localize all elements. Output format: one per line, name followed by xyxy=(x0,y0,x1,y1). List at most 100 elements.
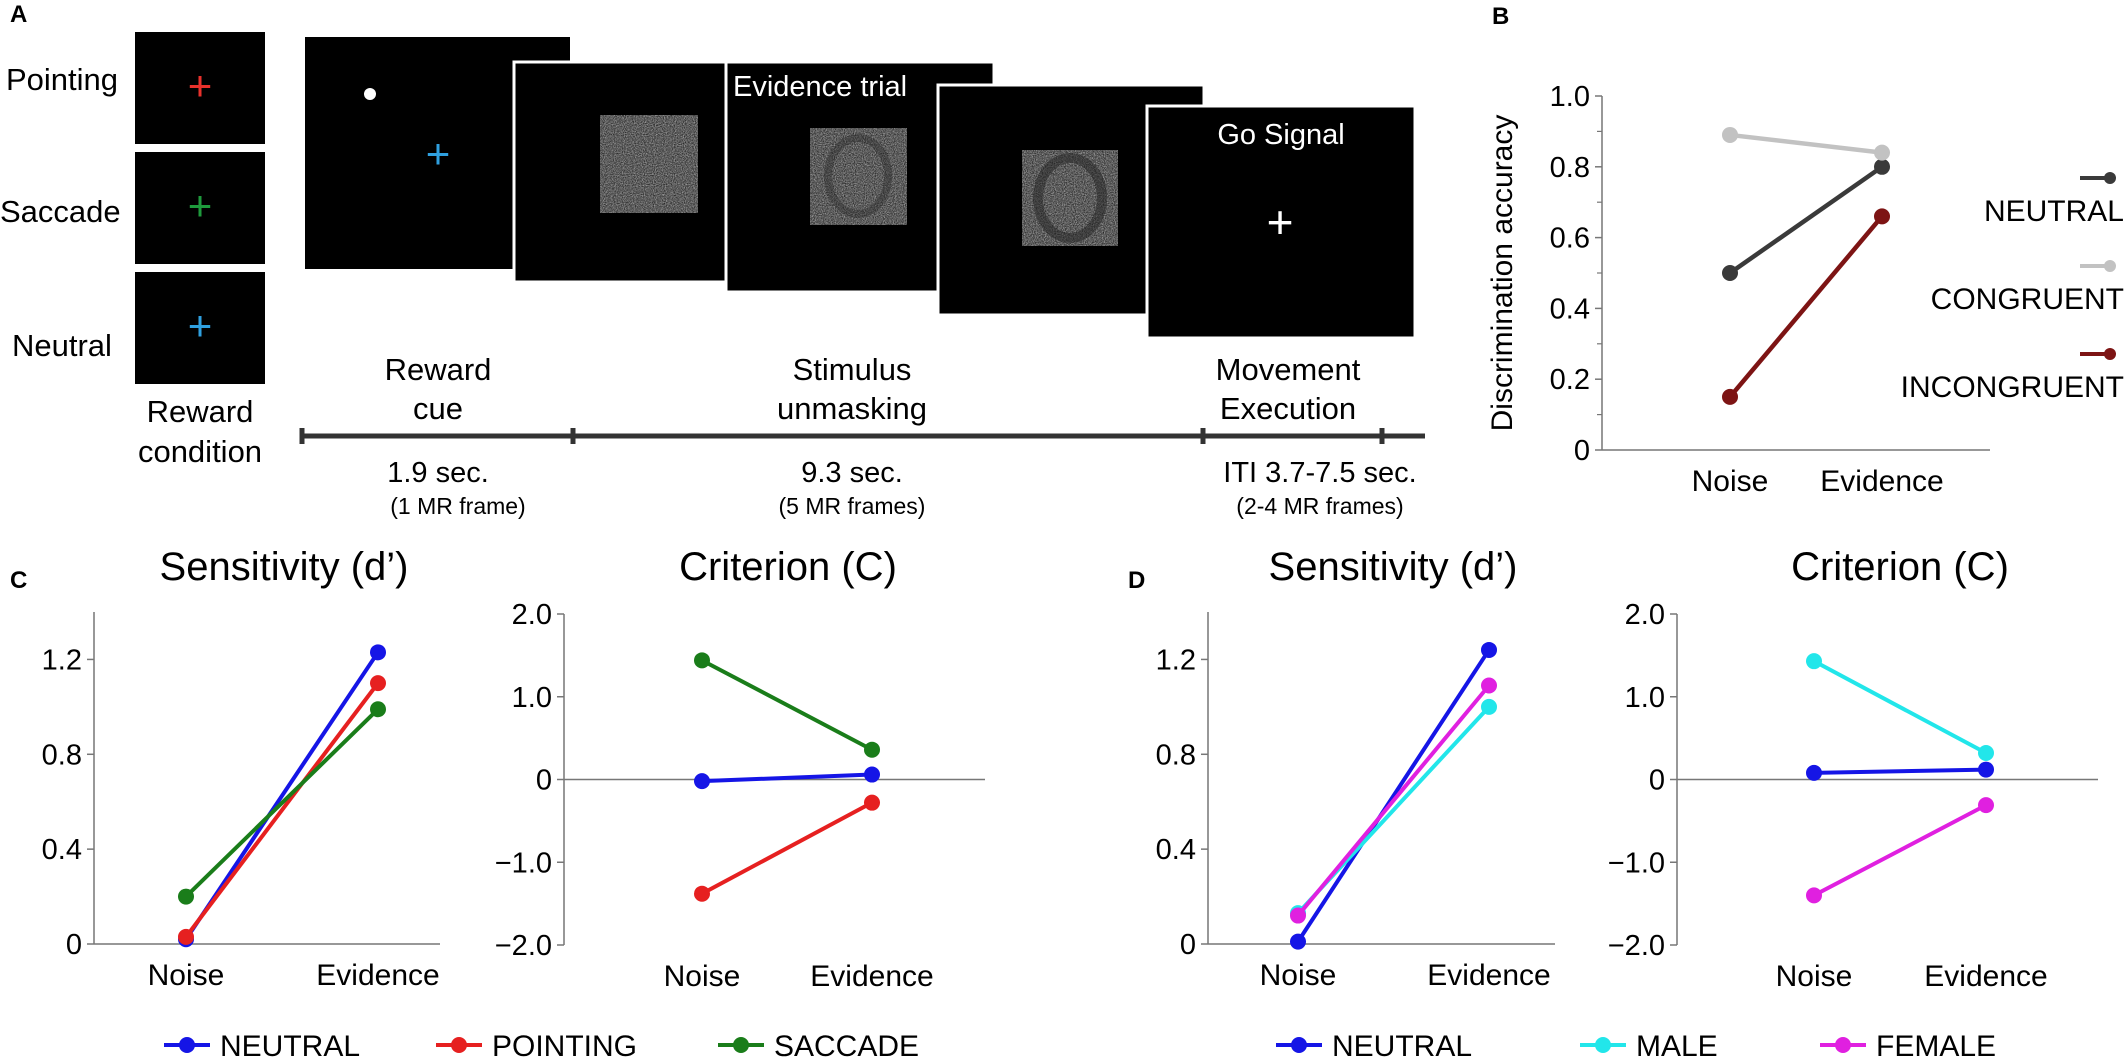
y-tick-label: 0 xyxy=(1180,929,1196,961)
y-axis-label: Discrimination accuracy xyxy=(1486,115,1519,432)
data-point-neutral xyxy=(864,766,880,783)
phase-title-stimulus-1: Stimulus xyxy=(793,352,912,387)
legend-label-neutral: NEUTRAL xyxy=(1984,195,2124,228)
y-tick-label: 1.2 xyxy=(1156,644,1196,676)
reward-cue-square-neutral xyxy=(135,272,265,384)
y-tick-label: 0.2 xyxy=(1550,364,1590,396)
y-tick-label: 0.4 xyxy=(1550,293,1590,325)
data-point-female xyxy=(1290,907,1306,924)
legend-label-congruent: CONGRUENT xyxy=(1931,283,2124,316)
data-point-incongruent xyxy=(1874,208,1890,225)
y-tick-label: −1.0 xyxy=(1608,847,1665,879)
data-point-neutral xyxy=(694,773,710,790)
data-point-congruent xyxy=(1722,126,1738,143)
x-tick-label: Noise xyxy=(1692,465,1769,498)
data-point-neutral xyxy=(1978,761,1994,778)
phase-frames-movement: (2-4 MR frames) xyxy=(1236,493,1403,519)
y-tick-label: 2.0 xyxy=(1625,599,1665,631)
data-point-pointing xyxy=(864,794,880,811)
series-line-female xyxy=(1296,684,1491,917)
condition-label-saccade: Saccade xyxy=(0,194,121,229)
reward-condition-label-line2: condition xyxy=(138,434,262,469)
series-line-saccade xyxy=(701,658,873,752)
condition-label-neutral: Neutral xyxy=(12,328,112,363)
phase-title-movement-1: Movement xyxy=(1216,352,1361,387)
face-hint-3 xyxy=(1033,153,1107,243)
chart-title: Sensitivity (d’) xyxy=(1269,545,1518,589)
x-tick-label: Noise xyxy=(1260,959,1337,992)
data-point-neutral xyxy=(1806,764,1822,781)
phase-duration-stimulus: 9.3 sec. xyxy=(801,457,903,489)
phase-title-stimulus-2: unmasking xyxy=(777,391,927,426)
fixation-dot xyxy=(364,88,376,100)
y-tick-label: 0.8 xyxy=(1156,739,1196,771)
legend-label-incongruent: INCONGRUENT xyxy=(1901,371,2124,404)
data-point-neutral xyxy=(1290,933,1306,950)
legend-marker-neutral xyxy=(1291,1037,1307,1053)
y-tick-label: −2.0 xyxy=(495,930,552,962)
y-tick-label: 0 xyxy=(66,929,82,961)
data-point-pointing xyxy=(694,885,710,902)
data-point-congruent xyxy=(1874,144,1890,161)
chart-title: Sensitivity (d’) xyxy=(160,545,409,589)
y-tick-label: 1.0 xyxy=(1625,682,1665,714)
chart-title: Criterion (C) xyxy=(1791,545,2009,589)
series-line-neutral xyxy=(1813,767,1987,775)
x-tick-label: Evidence xyxy=(1427,959,1550,992)
x-tick-label: Noise xyxy=(664,960,741,993)
phase-title-reward-1: Reward xyxy=(385,352,492,387)
y-tick-label: 0.8 xyxy=(42,739,82,771)
data-point-saccade xyxy=(370,701,386,718)
y-tick-label: 1.2 xyxy=(42,644,82,676)
data-point-female xyxy=(1806,887,1822,904)
data-point-neutral xyxy=(370,644,386,661)
go-signal-label: Go Signal xyxy=(1217,119,1344,151)
x-tick-label: Evidence xyxy=(810,960,933,993)
cue-cross-pointing: + xyxy=(188,62,213,109)
go-signal-cross: + xyxy=(1267,196,1294,248)
chart-title: Criterion (C) xyxy=(679,545,897,589)
y-tick-label: −2.0 xyxy=(1608,930,1665,962)
series-line-neutral xyxy=(701,772,873,784)
data-point-pointing xyxy=(178,928,194,945)
legend-label-saccade: SACCADE xyxy=(774,1030,919,1059)
y-tick-label: 0 xyxy=(536,765,552,797)
reward-cue-square-pointing xyxy=(135,32,265,144)
y-tick-label: 0 xyxy=(1574,435,1590,467)
series-line-congruent xyxy=(1729,132,1883,155)
x-tick-label: Noise xyxy=(1776,960,1853,993)
chart-b-accuracy: 0 0.2 0.4 0.6 0.8 1.0 Noise Evidence Discriminat… xyxy=(1486,81,1990,498)
data-point-neutral xyxy=(1481,641,1497,658)
legend-marker-congruent xyxy=(2104,260,2116,272)
noise-stimulus-1 xyxy=(600,115,698,213)
phase-duration-movement: ITI 3.7-7.5 sec. xyxy=(1223,457,1416,489)
x-tick-label: Evidence xyxy=(316,959,439,992)
y-tick-label: 0.6 xyxy=(1550,223,1590,255)
cue-cross-saccade: + xyxy=(188,182,213,229)
legend-marker-pointing xyxy=(451,1037,467,1053)
x-tick-label: Noise xyxy=(148,959,225,992)
face-hint-2 xyxy=(824,134,892,218)
data-point-incongruent xyxy=(1722,388,1738,405)
series-line-saccade xyxy=(184,707,380,899)
panel-b-letter: B xyxy=(1492,3,1509,30)
panel-a-letter: A xyxy=(10,1,27,28)
chart-c-criterion: Criterion (C) 2.0 1.0 0 −1.0 −2.0 Noise Evidenc… xyxy=(495,545,985,993)
frame-go-signal xyxy=(1145,104,1417,340)
data-point-female xyxy=(1978,797,1994,814)
legend-marker-incongruent xyxy=(2104,348,2116,360)
legend-c: NEUTRAL POINTING SACCADE xyxy=(164,1030,919,1059)
series-line-neutral xyxy=(1728,164,1884,275)
y-tick-label: 0.8 xyxy=(1550,152,1590,184)
series-line-pointing xyxy=(184,681,380,939)
data-point-saccade xyxy=(694,652,710,669)
frame-cross-blue: + xyxy=(426,130,451,177)
data-point-neutral xyxy=(1722,265,1738,281)
y-tick-label: 0.4 xyxy=(1156,834,1196,866)
phase-title-movement-2: Execution xyxy=(1220,391,1356,426)
legend-marker-neutral xyxy=(2104,172,2116,184)
phase-frames-stimulus: (5 MR frames) xyxy=(779,493,926,519)
panel-c-letter: C xyxy=(10,567,27,594)
data-point-saccade xyxy=(864,741,880,758)
